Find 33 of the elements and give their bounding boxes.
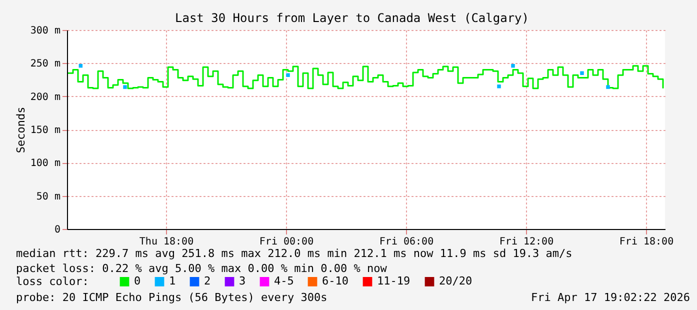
x-tick-label: Thu 18:00 <box>139 236 194 248</box>
y-tick-label: 250 m <box>30 58 60 70</box>
x-tick-label: Fri 06:00 <box>379 236 434 248</box>
point <box>580 71 584 75</box>
y-tick-label: 0 <box>54 224 60 236</box>
y-tick-label: 200 m <box>30 92 60 103</box>
text: Fri Apr 17 19:02:22 2026 <box>531 291 690 304</box>
point <box>606 85 610 89</box>
point <box>511 64 515 68</box>
y-tick-label: 50 m <box>36 191 60 202</box>
legend-label: 3 <box>239 274 246 288</box>
text: packet loss: 0.22 % avg 5.00 % max 0.00 % min 0.00 % now <box>16 262 388 275</box>
x-tick-label: Fri 00:00 <box>259 236 314 248</box>
point <box>497 84 501 88</box>
legend-label: 1 <box>169 274 176 288</box>
x-tick-label: Fri 18:00 <box>619 236 674 248</box>
chart-title: Last 30 Hours from Layer to Canada West (Calgary) <box>174 11 530 25</box>
legend-title: loss color: <box>16 275 89 288</box>
text: probe: 20 ICMP Echo Pings (56 Bytes) every 300s <box>16 291 328 304</box>
legend-label: 11-19 <box>377 274 410 288</box>
y-tick-label: 300 m <box>30 26 60 36</box>
y-axis-title: Seconds <box>14 106 28 154</box>
y-tick-label: 100 m <box>30 158 60 170</box>
legend-label: 4-5 <box>274 274 294 288</box>
text: median rtt: 229.7 ms avg 251.8 ms max 212.0 ms min 212.1 ms now 11.9 ms sd 19.3 am/s <box>16 247 572 260</box>
x-tick-label: Fri 12:00 <box>499 236 554 248</box>
legend-label: 2 <box>204 274 211 288</box>
point <box>286 73 290 77</box>
y-tick-label: 150 m <box>30 125 60 136</box>
point <box>123 85 127 89</box>
legend-label: 20/20 <box>439 274 472 288</box>
legend-label: 6-10 <box>322 274 348 288</box>
legend-label: 0 <box>134 274 141 288</box>
